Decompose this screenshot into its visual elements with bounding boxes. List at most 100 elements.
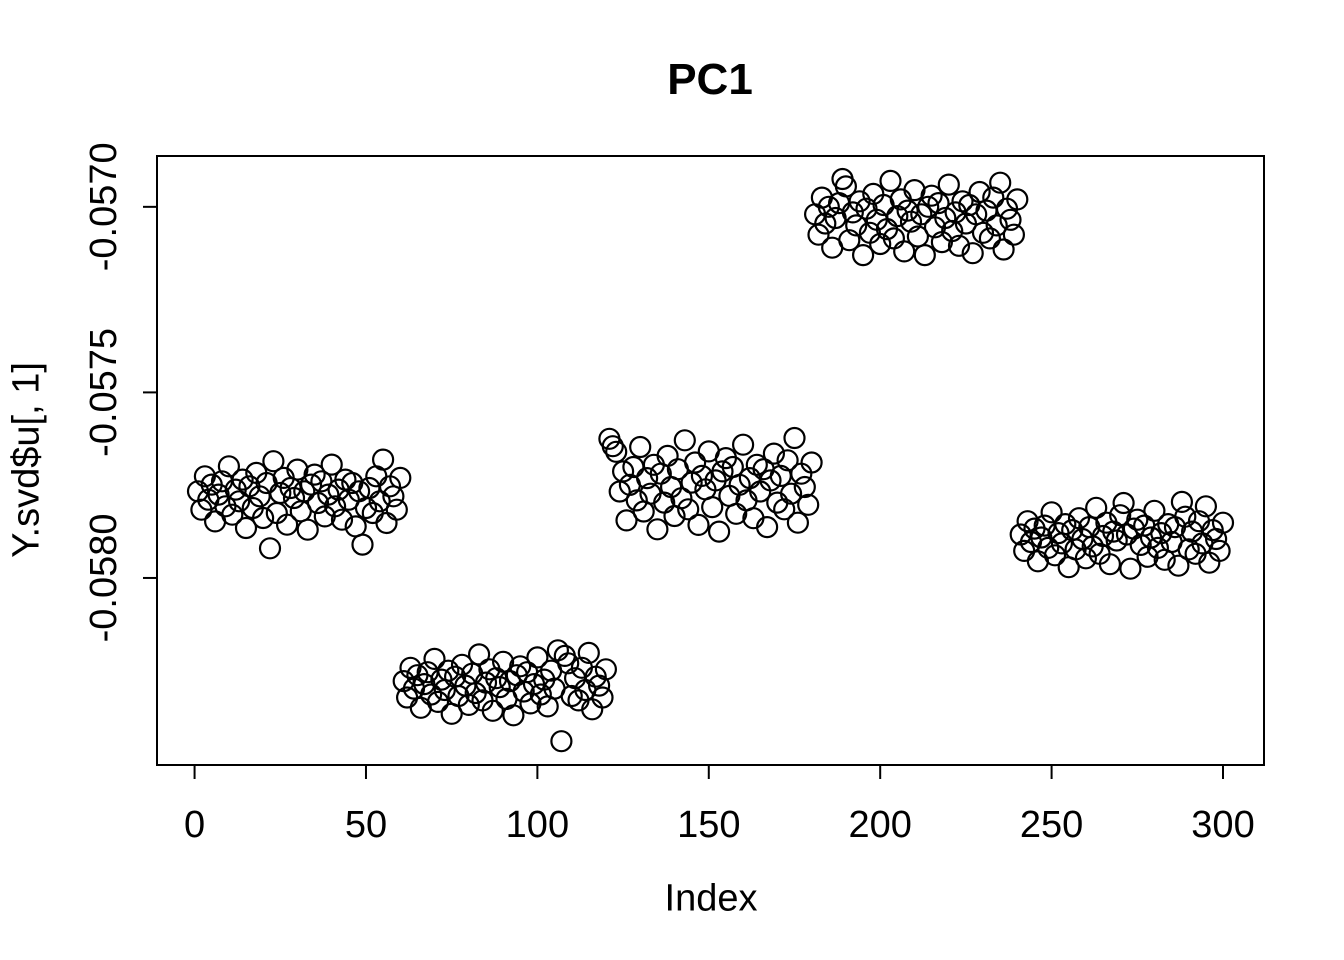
data-point (1040, 501, 1063, 524)
data-point (481, 699, 504, 722)
data-point (742, 507, 765, 530)
data-point (646, 518, 669, 541)
data-point (629, 435, 652, 459)
data-point (762, 442, 786, 465)
data-point (324, 495, 347, 518)
data-point (656, 444, 679, 467)
data-point (1126, 508, 1149, 531)
data-point (601, 435, 624, 458)
data-point (502, 704, 525, 727)
data-point (927, 192, 950, 215)
y-tick-label: -0.0570 (83, 142, 125, 271)
data-point (773, 498, 796, 521)
data-point (817, 195, 840, 218)
data-point (869, 232, 892, 256)
data-point (790, 462, 813, 485)
data-point (221, 503, 244, 526)
data-point (1054, 512, 1077, 536)
data-point (971, 221, 995, 244)
data-point (677, 498, 700, 521)
data-point (759, 469, 782, 492)
data-point (258, 537, 282, 560)
data-point (961, 242, 984, 265)
y-axis-label: Y.svd$u[, 1] (5, 362, 48, 558)
data-point (248, 485, 271, 508)
data-point (834, 175, 858, 198)
data-point (879, 169, 902, 192)
data-point (265, 501, 288, 525)
data-point (848, 190, 871, 213)
data-point (807, 223, 830, 246)
data-point (1112, 491, 1135, 515)
data-point (341, 471, 364, 495)
data-point (755, 515, 779, 539)
data-point (1177, 538, 1200, 561)
data-point (1037, 536, 1060, 560)
data-point (296, 518, 319, 541)
data-point (509, 655, 532, 678)
data-point (896, 199, 919, 222)
data-point (320, 453, 343, 476)
data-point (361, 501, 384, 525)
data-point (989, 171, 1012, 194)
x-tick-label: 200 (848, 804, 911, 846)
data-point (673, 429, 696, 452)
x-tick-label: 0 (184, 804, 205, 846)
data-point (797, 493, 820, 516)
data-point (1119, 557, 1142, 580)
data-point (399, 656, 422, 679)
data-point (385, 498, 408, 521)
data-point (838, 229, 861, 252)
data-point (474, 671, 498, 694)
data-point (207, 483, 230, 506)
data-point (437, 659, 460, 682)
data-point (1146, 536, 1170, 560)
data-point (615, 509, 638, 532)
data-point (611, 460, 635, 483)
data-point (1002, 223, 1026, 246)
data-point (1043, 544, 1067, 567)
data-point (1174, 505, 1197, 528)
data-point (687, 513, 710, 537)
data-point (711, 460, 734, 483)
data-point (1167, 554, 1190, 577)
x-tick-label: 100 (506, 804, 569, 846)
data-point (420, 683, 443, 706)
data-point (526, 646, 549, 669)
data-point (1208, 539, 1231, 563)
data-point (1198, 551, 1221, 574)
data-point (577, 641, 600, 665)
data-point (1109, 504, 1132, 527)
data-point (293, 480, 316, 503)
data-point (917, 195, 940, 218)
data-point (1170, 490, 1194, 513)
data-point (231, 468, 254, 491)
data-point (779, 482, 803, 505)
data-point (389, 466, 412, 489)
data-point (252, 506, 275, 530)
data-point (731, 433, 755, 456)
data-point (262, 450, 285, 473)
data-point (786, 511, 810, 534)
data-point (234, 516, 258, 540)
data-point (557, 652, 580, 675)
data-point (193, 465, 216, 488)
data-point (745, 453, 768, 476)
data-point (426, 690, 450, 714)
data-point (910, 203, 933, 226)
data-point (1091, 524, 1115, 548)
data-point (351, 533, 374, 556)
data-point (845, 214, 868, 237)
data-point (947, 234, 971, 257)
data-point (783, 426, 806, 450)
data-point (1085, 496, 1108, 519)
data-point (683, 451, 707, 474)
data-point (1098, 553, 1122, 576)
data-point (800, 451, 823, 474)
data-point (701, 496, 724, 519)
data-point (581, 698, 604, 721)
y-tick-label: -0.0575 (83, 328, 125, 457)
plot-box (156, 155, 1265, 766)
x-axis-label: Index (664, 877, 758, 920)
